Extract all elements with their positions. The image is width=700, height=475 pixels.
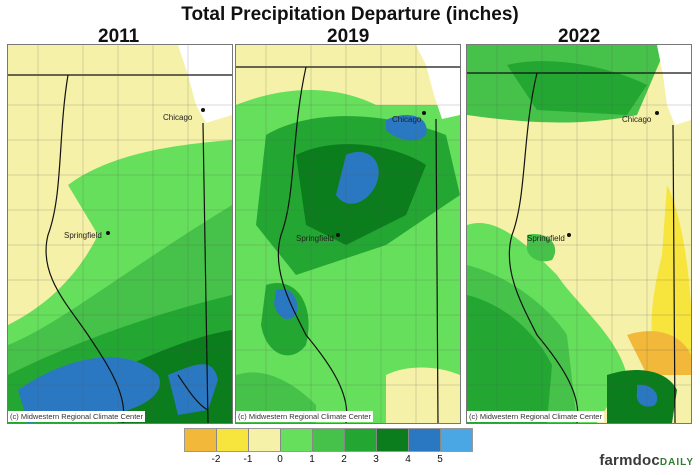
brand-suffix: DAILY	[659, 457, 694, 468]
legend-tick-label: 3	[373, 454, 379, 465]
legend-tick-label: -2	[211, 454, 221, 465]
legend-swatch	[441, 429, 472, 451]
precip-map-2022	[467, 45, 691, 423]
springfield-dot	[336, 233, 340, 237]
farmdoc-daily-logo: farmdocDAILY	[599, 452, 694, 469]
credit-2011: (c) Midwestern Regional Climate Center	[8, 411, 145, 422]
brand-main: farmdoc	[599, 452, 660, 469]
legend-tick-label: 1	[309, 454, 315, 465]
panel-year-2019: 2019	[327, 26, 370, 47]
city-label-springfield: Springfield	[296, 234, 334, 243]
legend-swatch	[249, 429, 281, 451]
legend-swatch	[313, 429, 345, 451]
chicago-dot	[655, 111, 659, 115]
legend-tick-label: 5	[437, 454, 443, 465]
map-panel-2022: Chicago Springfield (c) Midwestern Regio…	[466, 44, 692, 424]
map-panel-2019: Chicago Springfield (c) Midwestern Regio…	[235, 44, 461, 424]
map-panel-2011: Chicago Springfield (c) Midwestern Regio…	[7, 44, 233, 424]
city-label-springfield: Springfield	[527, 234, 565, 243]
map-title: Total Precipitation Departure (inches)	[181, 4, 519, 25]
legend-tick-label: 2	[341, 454, 347, 465]
chicago-dot	[422, 111, 426, 115]
legend-tick-label: -1	[243, 454, 253, 465]
panel-year-2022: 2022	[558, 26, 601, 47]
city-label-springfield: Springfield	[64, 231, 102, 240]
credit-2022: (c) Midwestern Regional Climate Center	[467, 411, 604, 422]
color-legend	[184, 428, 473, 452]
legend-tick-label: 4	[405, 454, 411, 465]
precip-map-2019	[236, 45, 460, 423]
city-label-chicago: Chicago	[163, 113, 193, 122]
springfield-dot	[106, 231, 110, 235]
legend-tick-label: 0	[277, 454, 283, 465]
legend-swatch	[185, 429, 217, 451]
legend-swatch	[345, 429, 377, 451]
city-label-chicago: Chicago	[622, 115, 652, 124]
chicago-dot	[201, 108, 205, 112]
legend-swatch	[281, 429, 313, 451]
legend-swatch	[217, 429, 249, 451]
legend-swatch	[409, 429, 441, 451]
springfield-dot	[567, 233, 571, 237]
panel-year-2011: 2011	[98, 26, 140, 47]
precip-map-2011	[8, 45, 232, 423]
city-label-chicago: Chicago	[392, 115, 422, 124]
credit-2019: (c) Midwestern Regional Climate Center	[236, 411, 373, 422]
legend-swatch	[377, 429, 409, 451]
